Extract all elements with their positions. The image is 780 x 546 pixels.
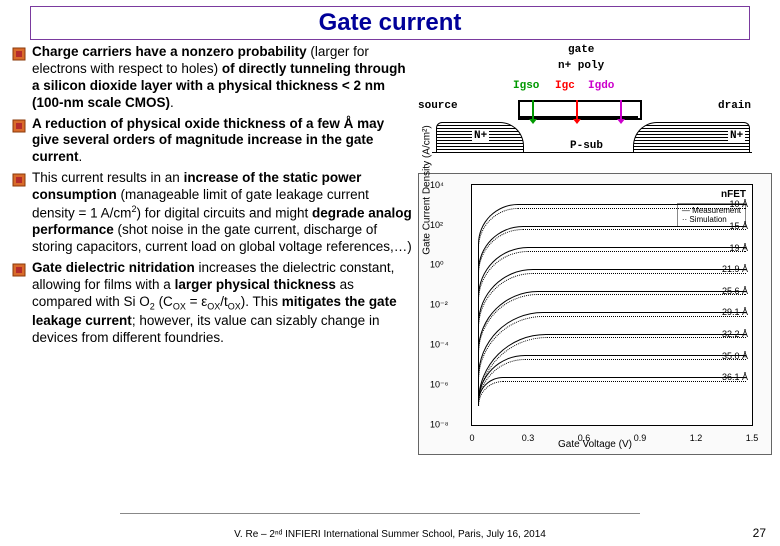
chart-curve-label: 25.6 Å <box>722 286 748 296</box>
nplus-right-label: N+ <box>728 130 745 142</box>
bullet-text: This current results in an increase of t… <box>32 170 412 256</box>
chart-xlabel: Gate Voltage (V) <box>419 439 771 450</box>
chart-curve-label: 21.9 Å <box>722 264 748 274</box>
bullet-text: A reduction of physical oxide thickness … <box>32 116 412 167</box>
bullet-item: A reduction of physical oxide thickness … <box>12 116 412 167</box>
drain-label: drain <box>718 100 751 112</box>
footer-rule <box>120 513 640 514</box>
gate-label: gate <box>568 44 594 56</box>
bullet-item: This current results in an increase of t… <box>12 170 412 256</box>
chart-ytick: 10⁴ <box>430 180 444 190</box>
page-title: Gate current <box>319 9 462 36</box>
igdo-arrow <box>620 100 622 120</box>
nplus-left-label: N+ <box>472 130 489 142</box>
chart-curve <box>478 381 747 406</box>
bullet-icon <box>12 119 26 133</box>
chart-ytick: 10⁻² <box>430 300 448 311</box>
chart-title: nFET <box>721 189 746 200</box>
igc-arrow <box>576 100 578 120</box>
leakage-chart: Gate Current Density (A/cm²) nFET — Meas… <box>418 173 772 455</box>
igso-arrow <box>532 100 534 120</box>
igso-label: Igso <box>513 80 539 92</box>
content-row: Charge carriers have a nonzero probabili… <box>0 44 780 455</box>
title-box: Gate current <box>30 6 750 40</box>
mosfet-diagram: gate n+ poly Igso Igc Igdo source drain … <box>418 44 772 169</box>
chart-plot-area: nFET — Measurement ·· Simulation 10⁴10²1… <box>471 184 753 426</box>
substrate-line <box>432 152 752 153</box>
bullets-column: Charge carriers have a nonzero probabili… <box>12 44 412 455</box>
igdo-label: Igdo <box>588 80 614 92</box>
chart-ylabel: Gate Current Density (A/cm²) <box>422 125 433 254</box>
chart-ytick: 10⁰ <box>430 259 444 270</box>
chart-ytick: 10⁻⁴ <box>430 339 449 350</box>
chart-curve-label: 32.2 Å <box>722 329 748 339</box>
bullet-icon <box>12 263 26 277</box>
bullet-text: Gate dielectric nitridation increases th… <box>32 260 412 346</box>
bullet-item: Charge carriers have a nonzero probabili… <box>12 44 412 112</box>
bullet-text: Charge carriers have a nonzero probabili… <box>32 44 412 112</box>
figures-column: gate n+ poly Igso Igc Igdo source drain … <box>412 44 772 455</box>
page-number: 27 <box>753 526 766 540</box>
source-label: source <box>418 100 458 112</box>
chart-curve-label: 35.0 Å <box>722 351 748 361</box>
chart-curve-label: 29.1 Å <box>722 307 748 317</box>
chart-ytick: 10² <box>430 220 443 230</box>
npoly-label: n+ poly <box>558 60 604 72</box>
chart-ytick: 10⁻⁸ <box>430 420 449 431</box>
chart-curve-label: 15 Å <box>729 221 748 231</box>
chart-curve-label: 36.1 Å <box>722 372 748 382</box>
bullet-icon <box>12 173 26 187</box>
chart-curve-label: 10 Å <box>729 199 748 209</box>
bullet-icon <box>12 47 26 61</box>
igc-label: Igc <box>555 80 575 92</box>
bullet-item: Gate dielectric nitridation increases th… <box>12 260 412 346</box>
psub-label: P-sub <box>570 140 603 152</box>
chart-curve-label: 19 Å <box>729 243 748 253</box>
chart-ytick: 10⁻⁶ <box>430 380 448 391</box>
footer-text: V. Re – 2ⁿᵈ INFIERI International Summer… <box>0 529 780 540</box>
